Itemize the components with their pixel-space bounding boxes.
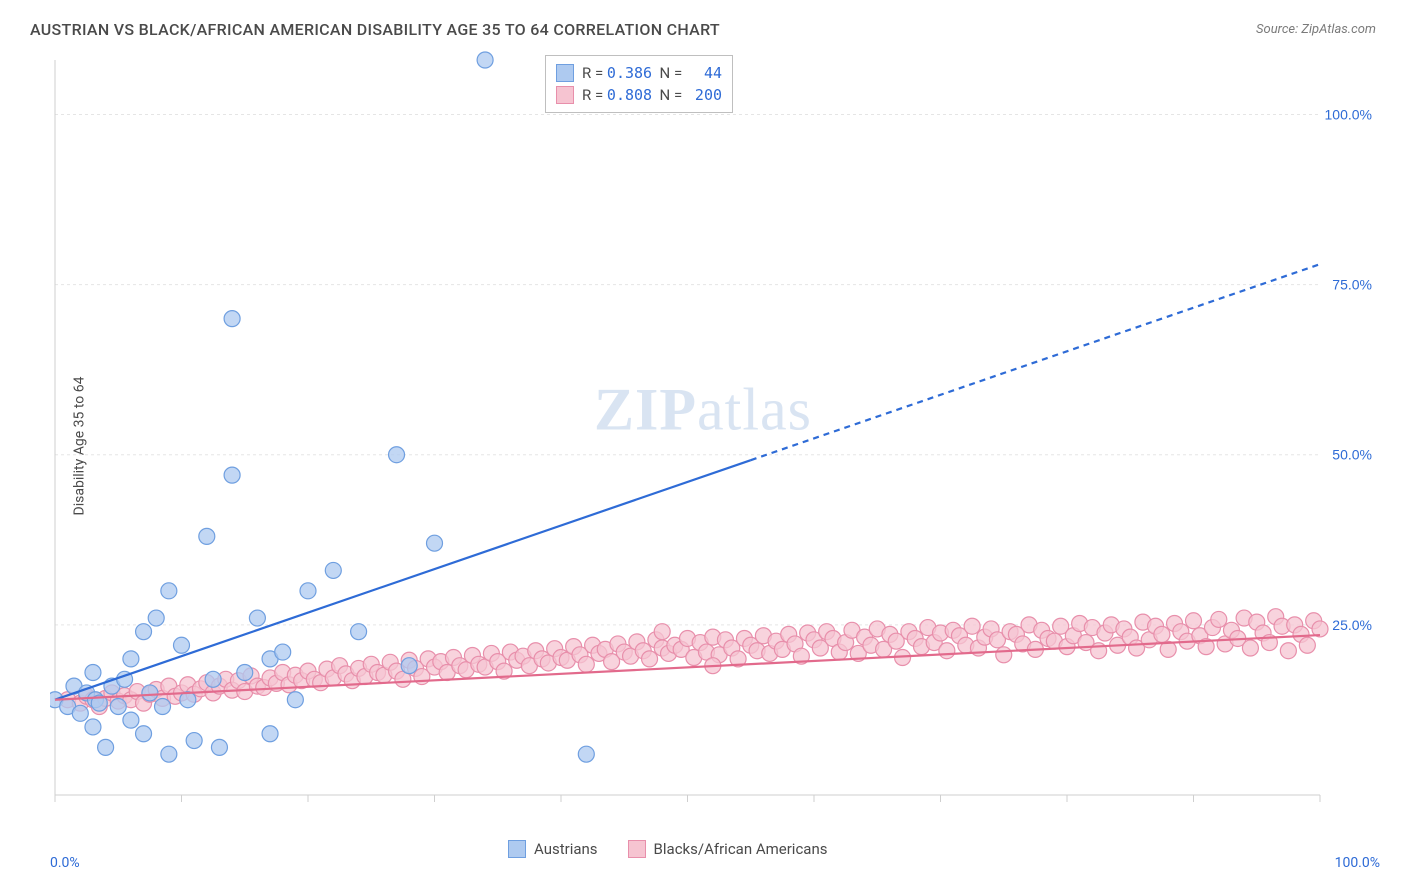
legend-swatch <box>556 64 574 82</box>
legend-label: Blacks/African Americans <box>654 840 828 858</box>
stats-legend-row: R = 0.808 N = 200 <box>556 84 722 106</box>
source-attribution: Source: ZipAtlas.com <box>1256 22 1376 37</box>
legend-swatch <box>556 86 574 104</box>
svg-text:100.0%: 100.0% <box>1325 106 1372 122</box>
series-legend-item: Austrians <box>508 840 598 858</box>
svg-text:25.0%: 25.0% <box>1332 617 1372 633</box>
legend-swatch <box>628 840 646 858</box>
stats-legend-text: R = 0.808 N = 200 <box>582 86 722 104</box>
svg-text:50.0%: 50.0% <box>1332 447 1372 463</box>
svg-text:75.0%: 75.0% <box>1332 277 1372 293</box>
series-legend-item: Blacks/African Americans <box>628 840 828 858</box>
series-legend: Austrians Blacks/African Americans <box>508 840 828 858</box>
legend-swatch <box>508 840 526 858</box>
stats-legend-text: R = 0.386 N = 44 <box>582 64 722 82</box>
correlation-scatter-plot: 25.0% 50.0% 75.0% 100.0% <box>50 50 1380 830</box>
chart-title: AUSTRIAN VS BLACK/AFRICAN AMERICAN DISAB… <box>30 20 720 39</box>
correlation-stats-legend: R = 0.386 N = 44 R = 0.808 N = 200 <box>545 55 733 113</box>
stats-legend-row: R = 0.386 N = 44 <box>556 62 722 84</box>
x-axis-min-label: 0.0% <box>50 855 80 871</box>
legend-label: Austrians <box>534 840 598 858</box>
x-axis-max-label: 100.0% <box>1335 855 1380 871</box>
